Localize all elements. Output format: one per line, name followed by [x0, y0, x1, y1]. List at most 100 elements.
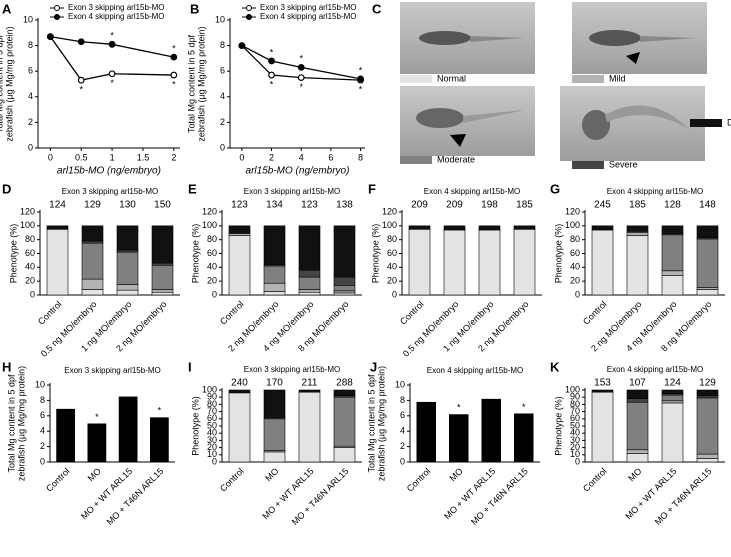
fish-tail	[640, 36, 695, 42]
arrowhead	[626, 52, 640, 64]
bar-segment	[408, 228, 431, 296]
y-tick-label: 30	[207, 435, 217, 445]
bar-segment	[333, 290, 356, 294]
chart-title: Exon 3 skipping arl15b-MO	[244, 365, 341, 374]
x-axis-label: arl15b-MO (ng/embryo)	[57, 166, 161, 177]
panel-letter: K	[550, 359, 560, 374]
y-tick-label: 100	[202, 220, 217, 230]
bar	[514, 413, 534, 462]
bar-segment	[228, 233, 251, 236]
bar-segment	[626, 398, 649, 403]
bar-segment	[513, 228, 536, 296]
bar-segment	[228, 392, 251, 463]
legend-marker	[246, 14, 252, 20]
chart-title: Exon 3 skipping arl15b-MO	[64, 366, 161, 375]
bar-segment	[298, 276, 321, 290]
x-axis-label: arl15b-MO (ng/embryo)	[246, 166, 350, 177]
count-label: 198	[481, 200, 498, 211]
panel-letter: F	[368, 181, 376, 196]
fish	[589, 30, 641, 46]
x-tick-label: 2	[269, 152, 274, 162]
panel-letter: B	[190, 1, 199, 16]
count-label: 123	[231, 200, 248, 211]
count-label: 129	[84, 200, 101, 211]
point	[170, 71, 178, 79]
bar-segment	[513, 225, 536, 230]
y-tick-label: 120	[202, 206, 217, 216]
legend-swatch	[690, 119, 722, 127]
y-tick-label: 100	[20, 220, 35, 230]
legend-marker	[246, 5, 252, 11]
bar-segment	[151, 291, 174, 296]
bar-segment	[116, 225, 139, 251]
panel-letter: C	[372, 1, 382, 16]
bar-segment	[478, 229, 501, 296]
y-tick-label: 6	[28, 66, 33, 76]
y-tick-label: 20	[570, 276, 580, 286]
fish-tail	[605, 105, 690, 130]
x-tick-label: MO	[86, 466, 103, 483]
y-tick-label: 4	[28, 91, 33, 101]
y-tick-label: 100	[382, 220, 397, 230]
bar-segment	[661, 402, 684, 463]
count-label: 129	[699, 378, 716, 389]
significance: *	[270, 79, 274, 89]
series-line	[49, 36, 174, 81]
panel-letter: I	[188, 359, 192, 374]
bar-segment	[263, 291, 286, 296]
legend-swatch	[400, 75, 432, 83]
bar-segment	[151, 225, 174, 264]
x-tick-label: 0	[48, 152, 53, 162]
point	[108, 70, 116, 78]
y-tick-label: 80	[25, 234, 35, 244]
x-tick-label: Control	[218, 299, 246, 327]
y-tick-label: 70	[570, 406, 580, 416]
x-tick-label: Control	[405, 466, 433, 494]
bar	[481, 398, 501, 462]
y-tick-label: 70	[207, 406, 217, 416]
y-tick-label: 6	[220, 66, 225, 76]
bar-segment	[333, 292, 356, 296]
legend-label: Exon 3 skipping arl15b-MO	[68, 3, 165, 12]
bar-segment	[116, 251, 139, 285]
point	[77, 38, 85, 46]
bar-segment	[591, 225, 614, 231]
significance: *	[110, 78, 114, 88]
y-tick-label: 50	[570, 420, 580, 430]
y-tick-label: 40	[570, 262, 580, 272]
y-tick-label: 6	[40, 410, 45, 420]
count-label: 288	[336, 378, 353, 389]
y-tick-label: 4	[40, 426, 45, 436]
bar-segment	[696, 289, 719, 296]
bar-segment	[333, 225, 356, 278]
fish-images	[400, 2, 707, 161]
legend-label: Mild	[609, 73, 626, 83]
y-tick-label: 40	[387, 262, 397, 272]
bar-segment	[591, 391, 614, 463]
panel-letter: A	[2, 1, 12, 16]
chart-title: Exon 4 skipping arl15b-MO	[424, 187, 521, 196]
bar-segment	[333, 447, 356, 463]
y-axis-label: Phenotype (%)	[553, 396, 563, 456]
y-tick-label: 20	[570, 442, 580, 452]
legend-swatch	[572, 75, 604, 83]
count-label: 185	[516, 200, 533, 211]
x-tick-label: 0	[239, 152, 244, 162]
bar-segment	[333, 285, 356, 292]
point	[357, 75, 364, 83]
y-tick-label: 40	[207, 262, 217, 272]
y-tick-label: 0	[392, 289, 397, 299]
bar	[118, 396, 138, 462]
bar-segment	[263, 265, 286, 284]
legend-marker	[54, 5, 60, 11]
y-tick-label: 2	[220, 117, 225, 127]
count-label: 138	[336, 200, 353, 211]
bar-segment	[626, 401, 649, 451]
bar-segment	[661, 234, 684, 272]
y-tick-label: 0	[28, 142, 33, 152]
significance: *	[110, 31, 114, 41]
y-tick-label: 6	[400, 410, 405, 420]
y-axis-label: zebrafish (µg Mg/mg protein)	[4, 26, 14, 141]
y-tick-label: 30	[570, 435, 580, 445]
